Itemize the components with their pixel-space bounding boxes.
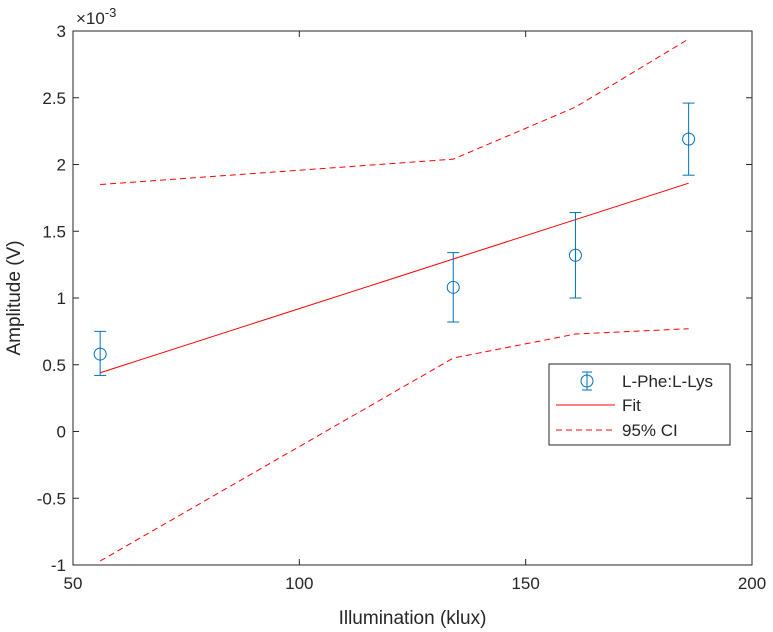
y-tick-label: -1: [51, 556, 66, 575]
legend-entry: Fit: [556, 396, 641, 415]
legend-label: 95% CI: [622, 421, 678, 440]
axes-layer: 50 100 150 200 -1 -0.5 0 0.5 1 1.5 2 2.5 3: [37, 22, 766, 593]
series-layer: [93, 38, 696, 562]
data-point: [446, 252, 460, 323]
plot-area: [73, 31, 752, 565]
legend-entry: 95% CI: [556, 421, 678, 440]
y-tick-label: 3: [57, 22, 66, 41]
y-exponent-base: ×10: [76, 9, 105, 28]
ci-line-upper: [100, 38, 689, 186]
plot-background: [73, 31, 752, 565]
labels-layer: Illumination (klux) Amplitude (V) ×10-3: [4, 5, 486, 629]
y-tick-label: 2.5: [42, 89, 66, 108]
point-marker: [568, 248, 582, 262]
y-exponent-power: -3: [105, 5, 117, 20]
point-marker: [93, 347, 107, 361]
x-axis-label: Illumination (klux): [339, 608, 487, 629]
legend-label: Fit: [622, 396, 641, 415]
x-tick-label: 150: [511, 574, 539, 593]
y-exponent-label: ×10-3: [76, 5, 116, 28]
y-tick-label: -0.5: [37, 489, 66, 508]
legend-marker-symbol: [580, 374, 594, 388]
x-tick-label: 200: [738, 574, 766, 593]
y-tick-label: 2: [57, 156, 66, 175]
legend-entry: L-Phe:L-Lys: [580, 371, 713, 391]
x-tick-label: 50: [64, 574, 83, 593]
y-tick-label: 0: [57, 423, 66, 442]
y-tick-label: 0.5: [42, 356, 66, 375]
data-point: [682, 102, 696, 176]
fit-line: [100, 182, 689, 374]
data-point: [568, 212, 582, 299]
ci-line-lower: [99, 328, 689, 562]
legend-label: L-Phe:L-Lys: [622, 372, 713, 391]
point-marker: [446, 280, 460, 294]
y-axis-label: Amplitude (V): [4, 240, 25, 355]
y-tick-label: 1: [57, 289, 66, 308]
y-tick-label: 1.5: [42, 222, 66, 241]
legend: L-Phe:L-Lys Fit 95% CI: [548, 363, 731, 446]
data-point: [93, 330, 107, 376]
point-marker: [682, 132, 696, 146]
x-tick-label: 100: [285, 574, 313, 593]
